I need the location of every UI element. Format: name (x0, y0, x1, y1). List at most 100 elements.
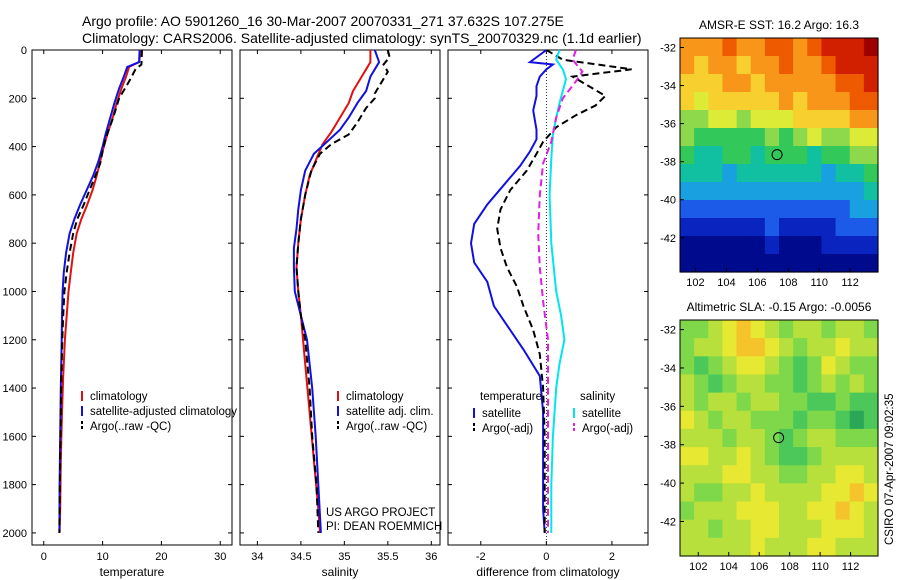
map-cell (694, 38, 709, 57)
map-cell (750, 110, 766, 129)
map-cell (694, 200, 709, 219)
depth-tick-label: 0 (21, 45, 27, 57)
map-cell (821, 110, 837, 129)
map-cell (694, 356, 709, 376)
map-x-tick-label: 106 (748, 277, 766, 289)
map-cell (835, 501, 851, 521)
map-cell (793, 447, 808, 466)
map-cell (764, 164, 780, 183)
map-cell (821, 537, 837, 557)
map-cell (750, 465, 766, 484)
map-x-tick-label: 112 (841, 277, 859, 289)
series-line-temp_satellite (469, 49, 556, 533)
map-cell (863, 146, 879, 165)
legend-entry: satellite-adjusted climatology (90, 406, 237, 418)
map-cell (708, 320, 724, 339)
map-cell (694, 501, 709, 521)
map-cell (793, 338, 808, 357)
map-cell (863, 38, 879, 57)
map-cell (750, 447, 766, 466)
map-cell (835, 428, 851, 448)
map-y-tick-label: -42 (660, 516, 676, 528)
depth-tick-label: 1000 (3, 286, 27, 298)
depth-tick-label: 1600 (3, 431, 27, 443)
map-cell (821, 182, 837, 201)
map-cell (750, 428, 766, 448)
map-cell (680, 320, 695, 339)
x-axis-label: temperature (100, 565, 165, 579)
map-cell (680, 182, 695, 201)
map-cell (779, 483, 794, 503)
salinity-panel: 34 34.5 35 35.5 36 salinity climatology satelli… (239, 49, 441, 579)
map-cell (736, 38, 752, 57)
map-cell (793, 392, 808, 412)
map-cell (764, 56, 780, 75)
map-cell (793, 236, 808, 255)
map-cell (750, 356, 766, 376)
map-cell (680, 338, 695, 357)
x-tick-label: 0 (41, 551, 47, 563)
map-y-tick-label: -42 (660, 233, 676, 245)
map-cell (750, 128, 766, 147)
map-cell (807, 428, 823, 448)
map-cell (835, 74, 851, 93)
map-cell (750, 483, 766, 503)
map-cell (807, 254, 823, 273)
map-cell (863, 218, 879, 237)
map-cell (821, 519, 837, 539)
map-cell (736, 374, 752, 394)
map-cell (863, 320, 879, 339)
map-cell (863, 356, 879, 376)
map-cell (821, 428, 837, 448)
map-cell (793, 56, 808, 75)
map-cell (779, 236, 794, 255)
map-frame (679, 37, 879, 273)
figure-title-line2: Climatology: CARS2006. Satellite-adjuste… (82, 30, 642, 46)
map-cell (750, 164, 766, 183)
map-cell (793, 374, 808, 394)
map-cell (722, 410, 738, 430)
map-cell (736, 410, 752, 430)
map-cell (722, 182, 738, 201)
map-cell (835, 38, 851, 57)
map-cell (849, 465, 865, 484)
map-cell (779, 146, 794, 165)
map-cell (750, 92, 766, 111)
map-cell (680, 146, 695, 165)
map-cell (708, 537, 724, 557)
x-tick-label: 35 (338, 551, 350, 563)
map-cell (779, 338, 794, 357)
map-cell (764, 519, 780, 539)
map-cell (722, 501, 738, 521)
map-cell (722, 254, 738, 273)
map-cell (807, 447, 823, 466)
map-cell (722, 447, 738, 466)
map-cell (680, 374, 695, 394)
map-cell (722, 200, 738, 219)
map-cell (793, 465, 808, 484)
map-cell (835, 56, 851, 75)
map-cell (793, 164, 808, 183)
map-cell (708, 338, 724, 357)
map-cell (849, 374, 865, 394)
map-x-tick-label: 110 (811, 561, 829, 573)
plot-frame (239, 49, 441, 546)
map-cell (793, 74, 808, 93)
map-cell (821, 254, 837, 273)
map-y-tick-label: -40 (660, 195, 676, 207)
figure-title-line1: Argo profile: AO 5901260_16 30-Mar-2007 … (82, 13, 564, 29)
map-cell (863, 465, 879, 484)
map-cell (764, 428, 780, 448)
sla-map: Altimetric SLA: -0.15 Argo: -0.0056 102 10… (660, 300, 879, 573)
map-cell (821, 447, 837, 466)
series-line-satellite (58, 49, 141, 533)
map-cell (736, 74, 752, 93)
map-cell (863, 254, 879, 273)
map-cell (863, 519, 879, 539)
map-cell (736, 164, 752, 183)
map-cell (708, 519, 724, 539)
legend-title: salinity (580, 391, 615, 403)
map-cell (821, 356, 837, 376)
map-cell (779, 447, 794, 466)
map-cell (821, 164, 837, 183)
